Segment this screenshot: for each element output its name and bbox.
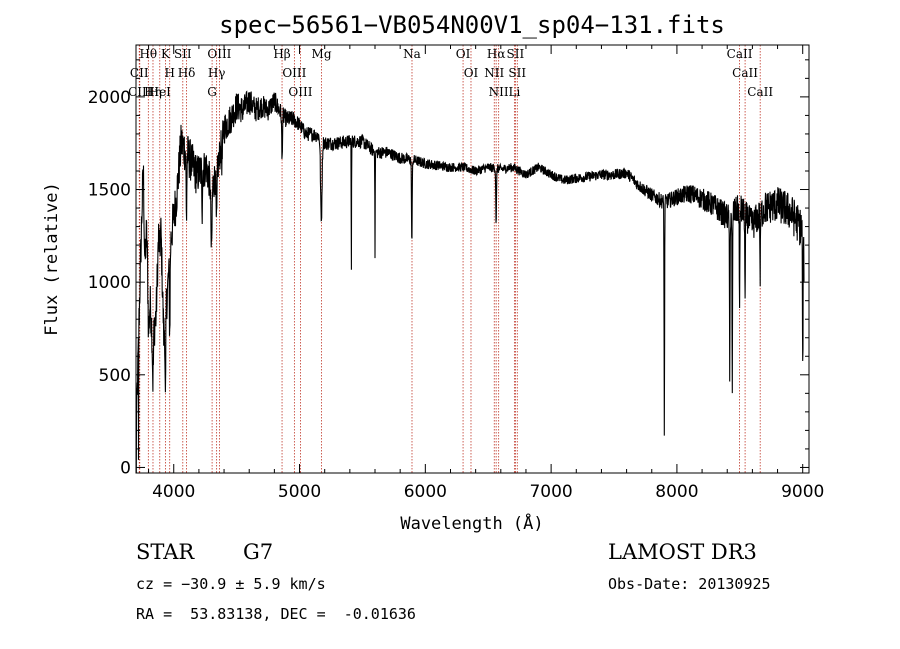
line-label: Hδ xyxy=(178,66,196,80)
y-tick-label: 0 xyxy=(120,458,131,478)
line-label: Hγ xyxy=(208,66,226,80)
line-label: Mg xyxy=(312,47,332,61)
line-label: CaII xyxy=(747,85,773,99)
line-label: NII xyxy=(484,66,504,80)
line-label: Hθ xyxy=(139,47,157,61)
line-label: OI xyxy=(456,47,471,61)
line-label: CaII xyxy=(732,66,758,80)
object-class: STAR xyxy=(136,540,195,564)
line-label: CII xyxy=(130,66,149,80)
line-label: Li xyxy=(508,85,520,99)
coordinates: RA = 53.83138, DEC = -0.01636 xyxy=(136,605,416,623)
line-label: NII xyxy=(489,85,509,99)
y-axis-label: Flux (relative) xyxy=(42,182,62,336)
object-subclass: G7 xyxy=(243,540,273,564)
line-label: SII xyxy=(174,47,192,61)
y-axis: 0 500 1000 1500 2000 xyxy=(88,59,809,478)
redshift-readout: cz = −30.9 ± 5.9 km/s xyxy=(136,575,326,593)
x-tick-label: 9000 xyxy=(781,482,824,502)
line-label: OIII xyxy=(207,47,231,61)
line-label: Hη xyxy=(144,85,162,99)
line-label: Hβ xyxy=(273,47,290,61)
x-tick-label: 6000 xyxy=(404,482,447,502)
line-label: G xyxy=(207,85,217,99)
y-tick-label: 1000 xyxy=(88,273,131,293)
plot-frame xyxy=(135,44,810,474)
line-label: CIII xyxy=(128,85,152,99)
line-label: Na xyxy=(403,47,421,61)
line-label: HeI xyxy=(149,85,172,99)
y-tick-label: 1500 xyxy=(88,181,131,201)
x-tick-label: 8000 xyxy=(655,482,698,502)
line-label: SII xyxy=(508,66,526,80)
line-label: CaII xyxy=(727,47,753,61)
y-tick-label: 2000 xyxy=(88,88,131,108)
x-axis: 4000 5000 6000 7000 8000 9000 xyxy=(148,45,824,502)
x-axis-label: Wavelength (Å) xyxy=(400,512,543,534)
line-label: H xyxy=(164,66,174,80)
obs-date: Obs-Date: 20130925 xyxy=(608,575,771,593)
survey-name: LAMOST DR3 xyxy=(608,540,757,564)
line-label: K xyxy=(161,47,171,61)
chart-title: spec−56561−VB054N00V1_sp04−131.fits xyxy=(219,11,725,39)
spectral-line-labels: HθCIICIIIHeIHηKHSIIHδOIIIHγGHβOIIIOIIIMg… xyxy=(128,47,773,99)
x-tick-label: 5000 xyxy=(278,482,321,502)
spectrum-line xyxy=(135,90,805,474)
line-label: OIII xyxy=(288,85,312,99)
y-tick-label: 500 xyxy=(99,366,131,386)
line-label: OIII xyxy=(282,66,306,80)
x-tick-label: 4000 xyxy=(152,482,195,502)
line-label: OI xyxy=(464,66,479,80)
x-tick-label: 7000 xyxy=(529,482,572,502)
line-label: SII xyxy=(507,47,525,61)
line-label: Hα xyxy=(487,47,506,61)
